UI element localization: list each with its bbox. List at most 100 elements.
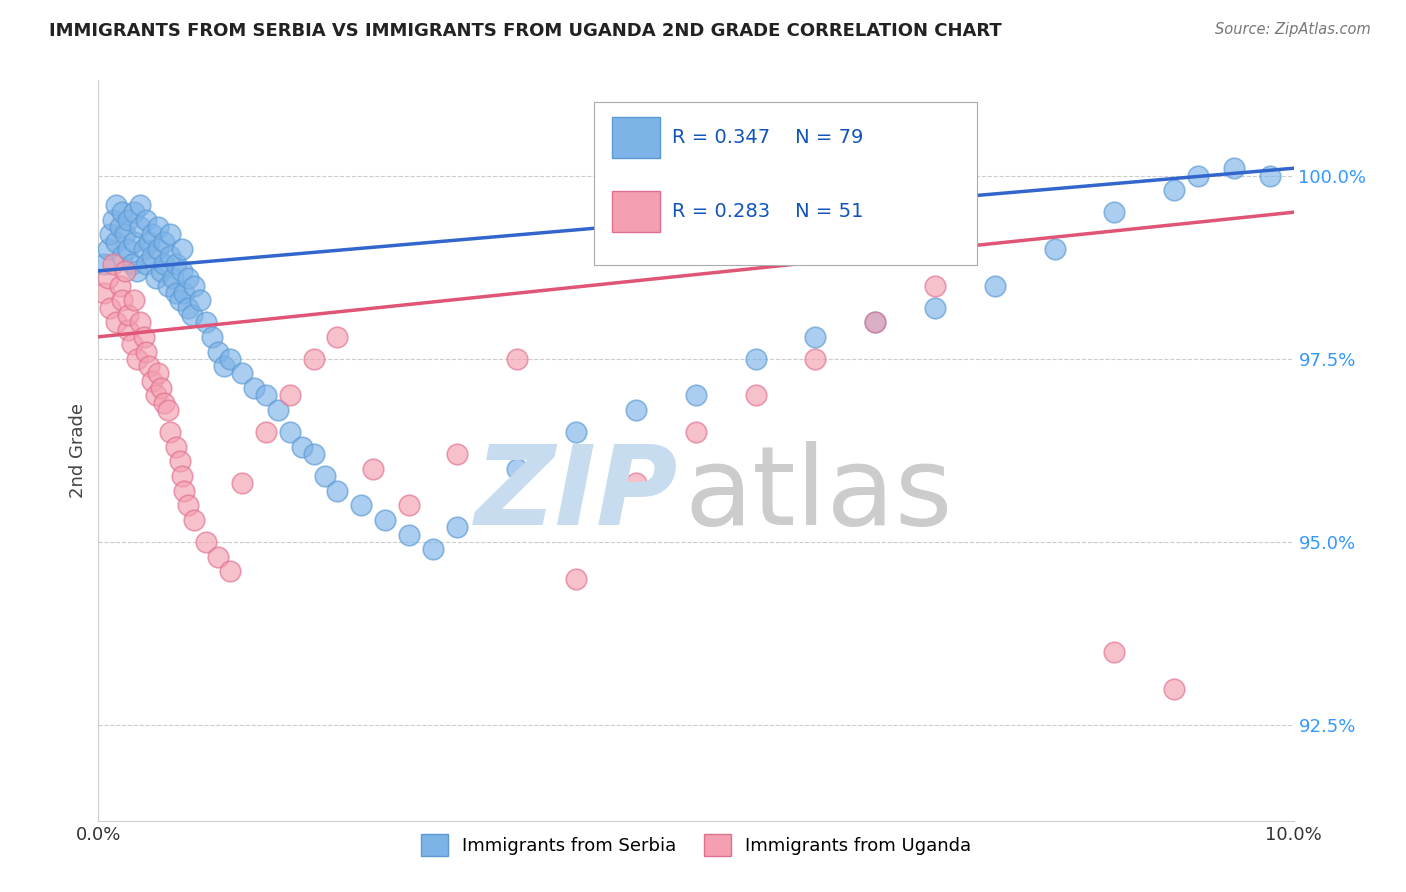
Point: [169, 293, 191, 308]
Point: [565, 572, 588, 586]
Point: [1187, 169, 1209, 183]
Point: [121, 337, 143, 351]
Point: [148, 219, 170, 234]
Point: [745, 351, 768, 366]
Point: [169, 454, 191, 468]
Point: [141, 374, 163, 388]
Point: [132, 330, 155, 344]
Point: [111, 249, 134, 263]
Point: [101, 256, 124, 270]
Point: [924, 301, 946, 315]
Point: [363, 462, 385, 476]
Point: [685, 388, 707, 402]
Point: [195, 315, 218, 329]
Point: [398, 528, 420, 542]
Point: [98, 301, 122, 315]
Point: [398, 499, 420, 513]
Point: [135, 256, 157, 270]
Point: [177, 301, 200, 315]
Text: ZIP: ZIP: [475, 442, 678, 549]
Point: [1258, 169, 1281, 183]
Point: [141, 249, 163, 263]
Text: atlas: atlas: [685, 442, 952, 549]
Point: [101, 212, 124, 227]
Point: [121, 256, 143, 270]
Point: [212, 359, 235, 373]
Point: [188, 293, 211, 308]
Point: [129, 219, 152, 234]
Point: [302, 351, 325, 366]
Point: [1104, 645, 1126, 659]
Point: [141, 227, 163, 242]
Point: [207, 344, 229, 359]
Point: [125, 351, 148, 366]
Text: IMMIGRANTS FROM SERBIA VS IMMIGRANTS FROM UGANDA 2ND GRADE CORRELATION CHART: IMMIGRANTS FROM SERBIA VS IMMIGRANTS FRO…: [49, 22, 1002, 40]
Y-axis label: 2nd Grade: 2nd Grade: [69, 403, 87, 498]
Point: [1163, 681, 1185, 696]
Point: [145, 271, 167, 285]
Point: [1223, 161, 1246, 176]
Point: [153, 256, 176, 270]
Point: [278, 388, 301, 402]
Point: [97, 271, 120, 285]
Point: [148, 242, 170, 256]
Point: [685, 425, 707, 439]
Point: [105, 198, 128, 212]
Point: [219, 565, 242, 579]
Point: [804, 351, 827, 366]
Point: [111, 293, 134, 308]
Point: [172, 469, 194, 483]
Point: [172, 264, 194, 278]
Point: [422, 542, 444, 557]
Point: [219, 351, 242, 366]
Text: R = 0.283    N = 51: R = 0.283 N = 51: [672, 202, 863, 221]
Point: [350, 499, 373, 513]
Point: [156, 278, 179, 293]
Point: [149, 381, 172, 395]
Legend: Immigrants from Serbia, Immigrants from Uganda: Immigrants from Serbia, Immigrants from …: [413, 827, 979, 863]
Point: [124, 205, 146, 219]
Point: [117, 308, 139, 322]
Point: [165, 440, 187, 454]
Point: [165, 256, 187, 270]
Point: [626, 476, 648, 491]
Point: [148, 367, 170, 381]
Point: [804, 330, 827, 344]
Point: [745, 388, 768, 402]
Point: [180, 308, 202, 322]
Point: [117, 322, 139, 336]
Bar: [613, 191, 661, 232]
Point: [374, 513, 396, 527]
Point: [254, 425, 277, 439]
Point: [207, 549, 229, 564]
Point: [138, 359, 160, 373]
Point: [173, 285, 195, 300]
Point: [506, 462, 529, 476]
Point: [153, 235, 176, 249]
FancyBboxPatch shape: [595, 103, 977, 266]
Point: [156, 403, 179, 417]
Point: [267, 403, 290, 417]
Point: [626, 403, 648, 417]
Point: [108, 219, 131, 234]
Point: [111, 205, 134, 219]
Point: [117, 212, 139, 227]
Point: [105, 315, 128, 329]
Point: [1163, 183, 1185, 197]
Point: [124, 235, 146, 249]
Point: [108, 278, 131, 293]
Point: [924, 278, 946, 293]
Point: [93, 256, 115, 270]
Point: [159, 227, 181, 242]
Point: [124, 293, 146, 308]
Text: R = 0.347    N = 79: R = 0.347 N = 79: [672, 128, 863, 147]
Point: [565, 425, 588, 439]
Point: [165, 285, 187, 300]
Point: [135, 212, 157, 227]
Point: [125, 264, 148, 278]
Point: [231, 367, 253, 381]
Point: [135, 344, 157, 359]
Point: [149, 264, 172, 278]
Point: [177, 499, 200, 513]
Point: [195, 535, 218, 549]
